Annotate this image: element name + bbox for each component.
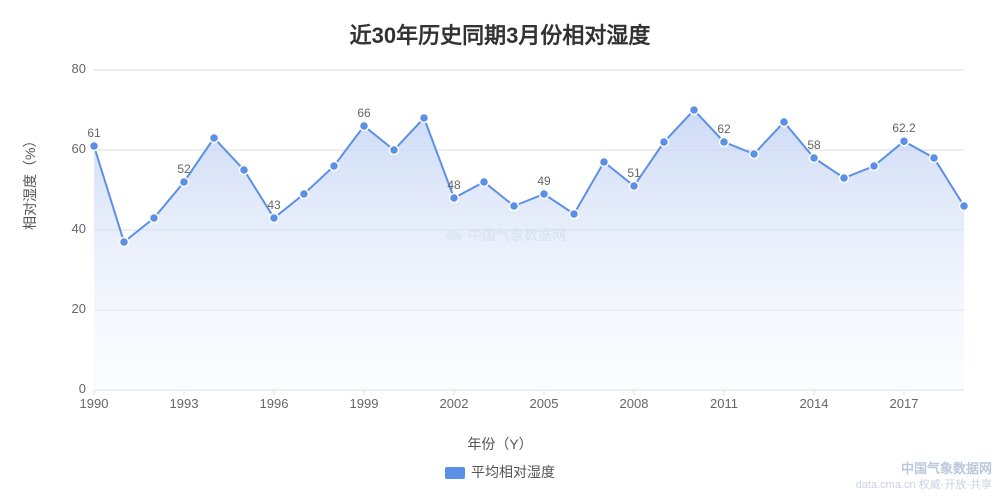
legend-swatch bbox=[445, 467, 465, 479]
data-point-label: 52 bbox=[177, 162, 190, 176]
y-tick-label: 0 bbox=[46, 381, 86, 396]
x-tick-label: 2017 bbox=[884, 396, 924, 411]
x-tick-label: 1999 bbox=[344, 396, 384, 411]
legend: 平均相对湿度 bbox=[0, 462, 1000, 482]
x-tick-label: 1990 bbox=[74, 396, 114, 411]
data-point-label: 61 bbox=[87, 126, 100, 140]
plot-area bbox=[94, 70, 964, 390]
x-tick-label: 2002 bbox=[434, 396, 474, 411]
x-axis-label: 年份（Y） bbox=[0, 434, 1000, 454]
data-point-label: 62.2 bbox=[892, 121, 915, 135]
y-axis-label: 相对湿度（%） bbox=[20, 134, 40, 230]
humidity-area-chart: 近30年历史同期3月份相对湿度 相对湿度（%） 年份（Y） 平均相对湿度 中国气… bbox=[0, 0, 1000, 500]
x-tick-label: 2005 bbox=[524, 396, 564, 411]
data-point-label: 62 bbox=[717, 122, 730, 136]
y-tick-label: 20 bbox=[46, 301, 86, 316]
y-tick-label: 40 bbox=[46, 221, 86, 236]
y-tick-label: 60 bbox=[46, 141, 86, 156]
data-point-label: 43 bbox=[267, 198, 280, 212]
data-point-label: 51 bbox=[627, 166, 640, 180]
data-point-label: 58 bbox=[807, 138, 820, 152]
legend-label: 平均相对湿度 bbox=[471, 464, 555, 480]
x-tick-label: 1996 bbox=[254, 396, 294, 411]
x-tick-label: 2008 bbox=[614, 396, 654, 411]
x-tick-label: 2014 bbox=[794, 396, 834, 411]
x-tick-label: 1993 bbox=[164, 396, 204, 411]
y-tick-label: 80 bbox=[46, 61, 86, 76]
data-point-label: 49 bbox=[537, 174, 550, 188]
x-tick-label: 2011 bbox=[704, 396, 744, 411]
chart-title: 近30年历史同期3月份相对湿度 bbox=[0, 18, 1000, 50]
data-point-label: 48 bbox=[447, 178, 460, 192]
data-point-label: 66 bbox=[357, 106, 370, 120]
